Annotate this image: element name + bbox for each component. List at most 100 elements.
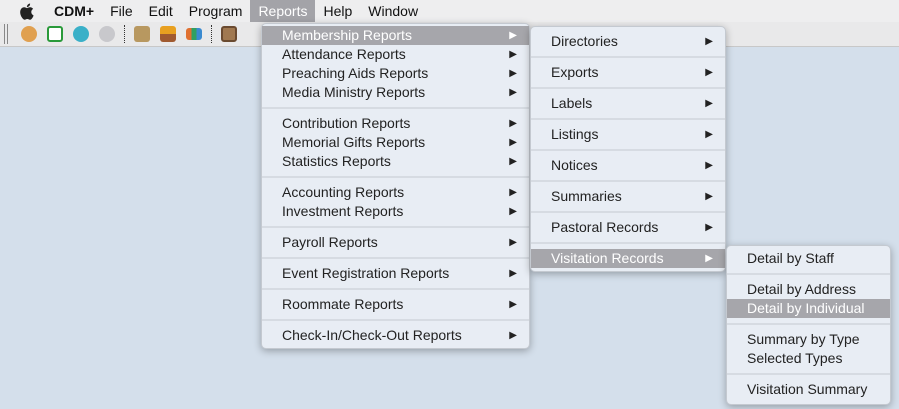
toolbar-separator: [124, 25, 125, 43]
menu-separator: [531, 113, 725, 125]
menu-separator: [727, 318, 890, 330]
submenu-arrow-icon: ▶: [705, 36, 713, 47]
submenu-arrow-icon: ▶: [705, 67, 713, 78]
menu-item-pastoral-records[interactable]: Pastoral Records ▶: [531, 218, 725, 237]
toolbar-separator: [211, 25, 212, 43]
menu-bar: CDM+ File Edit Program Reports Help Wind…: [0, 0, 899, 22]
submenu-arrow-icon: ▶: [509, 30, 517, 41]
menu-item-label: Event Registration Reports: [282, 265, 450, 281]
menu-item-roommate-reports[interactable]: Roommate Reports ▶: [262, 295, 529, 314]
submenu-arrow-icon: ▶: [705, 191, 713, 202]
menu-separator: [262, 171, 529, 183]
submenu-arrow-icon: ▶: [509, 118, 517, 129]
menu-item-visitation-records[interactable]: Visitation Records ▶: [531, 249, 725, 268]
menu-item-label: Pastoral Records: [551, 219, 659, 235]
menu-separator: [727, 368, 890, 380]
menu-item-label: Roommate Reports: [282, 296, 404, 312]
menu-item-labels[interactable]: Labels ▶: [531, 94, 725, 113]
menu-window[interactable]: Window: [368, 3, 419, 19]
menu-item-memorial-gifts-reports[interactable]: Memorial Gifts Reports ▶: [262, 133, 529, 152]
menu-item-investment-reports[interactable]: Investment Reports ▶: [262, 202, 529, 221]
checkbox-icon[interactable]: [47, 26, 63, 42]
menu-help[interactable]: Help: [323, 3, 353, 19]
menu-item-label: Investment Reports: [282, 203, 404, 219]
menu-separator: [531, 144, 725, 156]
menu-item-detail-by-staff[interactable]: Detail by Staff: [727, 249, 890, 268]
menu-separator: [262, 314, 529, 326]
menu-item-label: Check-In/Check-Out Reports: [282, 327, 462, 343]
menu-item-label: Selected Types: [747, 350, 843, 366]
menu-item-exports[interactable]: Exports ▶: [531, 63, 725, 82]
menu-item-event-registration-reports[interactable]: Event Registration Reports ▶: [262, 264, 529, 283]
menu-item-membership-reports[interactable]: Membership Reports ▶: [262, 26, 529, 45]
menu-item-label: Preaching Aids Reports: [282, 65, 429, 81]
reports-menu: Membership Reports ▶ Attendance Reports ▶ Pr…: [261, 23, 530, 349]
menu-item-directories[interactable]: Directories ▶: [531, 32, 725, 51]
submenu-arrow-icon: ▶: [509, 49, 517, 60]
menu-item-listings[interactable]: Listings ▶: [531, 125, 725, 144]
menu-item-label: Media Ministry Reports: [282, 84, 426, 100]
menu-item-summary-by-type[interactable]: Summary by Type: [727, 330, 890, 349]
menu-program[interactable]: Program: [188, 3, 243, 19]
submenu-arrow-icon: ▶: [705, 98, 713, 109]
submenu-arrow-icon: ▶: [705, 160, 713, 171]
disc-icon[interactable]: [99, 26, 115, 42]
submenu-arrow-icon: ▶: [705, 222, 713, 233]
submenu-arrow-icon: ▶: [705, 253, 713, 264]
menu-item-detail-by-address[interactable]: Detail by Address: [727, 280, 890, 299]
bar-chart-icon[interactable]: [186, 28, 202, 40]
submenu-arrow-icon: ▶: [509, 299, 517, 310]
submenu-arrow-icon: ▶: [509, 137, 517, 148]
menu-item-label: Statistics Reports: [282, 153, 391, 169]
menu-item-label: Summaries: [551, 188, 622, 204]
menu-item-notices[interactable]: Notices ▶: [531, 156, 725, 175]
menu-item-selected-types[interactable]: Selected Types: [727, 349, 890, 368]
person-icon[interactable]: [73, 26, 89, 42]
menu-item-accounting-reports[interactable]: Accounting Reports ▶: [262, 183, 529, 202]
menu-item-detail-by-individual[interactable]: Detail by Individual: [727, 299, 890, 318]
menu-item-label: Listings: [551, 126, 599, 142]
abacus-icon[interactable]: [221, 26, 237, 42]
menu-item-visitation-summary[interactable]: Visitation Summary: [727, 380, 890, 399]
menu-separator: [531, 206, 725, 218]
visitation-records-submenu: Detail by Staff Detail by Address Detail b…: [726, 245, 891, 405]
menu-item-preaching-aids-reports[interactable]: Preaching Aids Reports ▶: [262, 64, 529, 83]
menu-item-media-ministry-reports[interactable]: Media Ministry Reports ▶: [262, 83, 529, 102]
menu-item-statistics-reports[interactable]: Statistics Reports ▶: [262, 152, 529, 171]
submenu-arrow-icon: ▶: [705, 129, 713, 140]
menu-item-payroll-reports[interactable]: Payroll Reports ▶: [262, 233, 529, 252]
menu-item-label: Membership Reports: [282, 27, 412, 43]
membership-reports-submenu: Directories ▶ Exports ▶ Labels ▶ Listings ▶ Noti…: [530, 26, 726, 272]
menu-item-label: Detail by Staff: [747, 250, 834, 266]
menu-item-label: Payroll Reports: [282, 234, 378, 250]
menu-item-label: Detail by Address: [747, 281, 856, 297]
submenu-arrow-icon: ▶: [509, 156, 517, 167]
certificate-icon[interactable]: [134, 26, 150, 42]
menu-item-contribution-reports[interactable]: Contribution Reports ▶: [262, 114, 529, 133]
menu-separator: [531, 237, 725, 249]
toolbar-grip[interactable]: [4, 24, 8, 44]
menu-item-label: Memorial Gifts Reports: [282, 134, 426, 150]
menu-item-label: Contribution Reports: [282, 115, 411, 131]
menu-item-label: Detail by Individual: [747, 300, 865, 316]
menu-separator: [727, 268, 890, 280]
menu-item-label: Exports: [551, 64, 599, 80]
menu-item-label: Visitation Records: [551, 250, 664, 266]
menu-edit[interactable]: Edit: [148, 3, 173, 19]
plant-icon[interactable]: [160, 26, 176, 42]
submenu-arrow-icon: ▶: [509, 68, 517, 79]
apple-icon[interactable]: [16, 0, 36, 22]
menu-item-attendance-reports[interactable]: Attendance Reports ▶: [262, 45, 529, 64]
menu-reports[interactable]: Reports: [250, 0, 316, 22]
menu-item-check-in-check-out-reports[interactable]: Check-In/Check-Out Reports ▶: [262, 326, 529, 345]
menu-file[interactable]: File: [110, 3, 133, 19]
menu-item-label: Visitation Summary: [747, 381, 868, 397]
menu-item-summaries[interactable]: Summaries ▶: [531, 187, 725, 206]
handshake-icon[interactable]: [21, 26, 37, 42]
submenu-arrow-icon: ▶: [509, 206, 517, 217]
menu-separator: [262, 221, 529, 233]
app-menu[interactable]: CDM+: [54, 3, 95, 19]
menu-item-label: Notices: [551, 157, 598, 173]
menu-separator: [262, 252, 529, 264]
menu-separator: [262, 102, 529, 114]
